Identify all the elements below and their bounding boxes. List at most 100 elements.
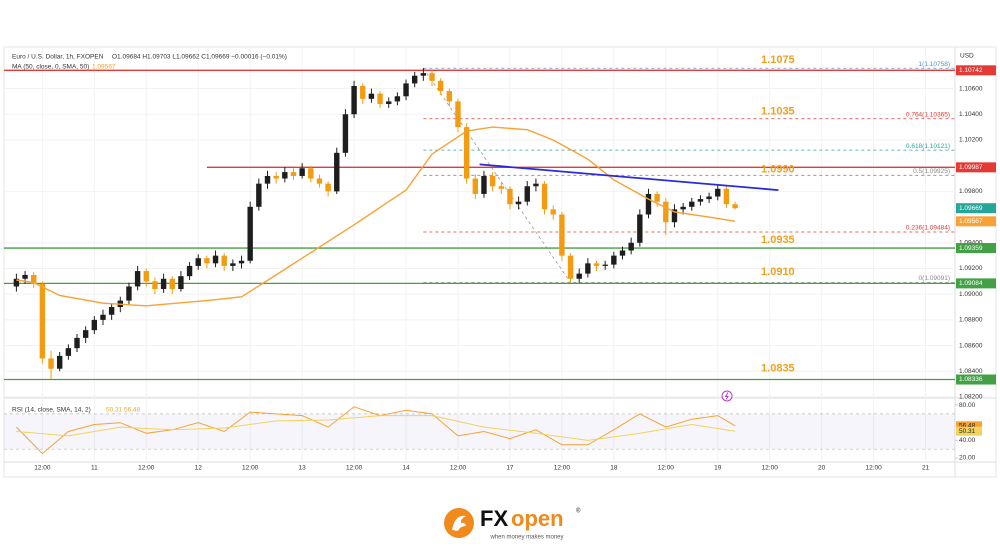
candle-body	[524, 186, 530, 202]
candle-body	[65, 348, 72, 356]
candle-body	[420, 73, 427, 76]
x-tick-label: 17	[506, 465, 514, 472]
candle-body	[689, 201, 695, 207]
x-tick-label: 12:00	[138, 465, 155, 472]
ma-legend: MA (50, close, 0, SMA, 50)	[12, 64, 89, 71]
candle-body	[429, 73, 435, 81]
x-tick-label: 12:00	[554, 465, 571, 472]
candle-body	[13, 278, 20, 287]
candle-body	[143, 271, 149, 282]
candle-body	[507, 188, 513, 205]
currency: USD	[960, 53, 974, 60]
rsi-legend: RSI (14, close, SMA, 14, 2)	[12, 407, 91, 414]
level-price-label: 1.10742	[959, 67, 983, 74]
x-tick-label: 12	[195, 465, 203, 472]
rsi-line	[16, 415, 736, 441]
x-tick-label: 11	[91, 465, 98, 472]
level-price-box	[956, 278, 996, 289]
y-tick-label: 1.08600	[959, 342, 983, 349]
candle-body	[463, 127, 470, 179]
brand-fx: FX	[480, 506, 508, 531]
candle-body	[403, 83, 409, 97]
candle-body	[186, 265, 193, 277]
rsi-sma-legend-value: 50.31	[106, 407, 123, 414]
axis: 1.10600 1.10400 1.10200 1.09800 1.09400 1.092…	[34, 65, 996, 472]
fib-diagonal	[423, 68, 571, 283]
candle-body	[290, 172, 297, 176]
candle-body	[437, 80, 444, 92]
x-tick-label: 20	[818, 465, 826, 472]
x-tick-label: 18	[610, 465, 618, 472]
candle-body	[39, 283, 46, 359]
candle-body	[697, 199, 704, 202]
candle-body	[100, 314, 106, 320]
y-tick-label: 1.09200	[959, 265, 983, 272]
level-annotation: 1.1035	[761, 106, 795, 118]
candle-body	[56, 355, 63, 369]
candle-body	[91, 319, 98, 331]
candle-body	[368, 93, 375, 99]
candle-body	[334, 152, 340, 192]
ohlc-legend: O1.09684 H1.09703 L1.09662 C1.09669 −0.0…	[112, 54, 287, 61]
x-tick-label: 12:00	[34, 465, 51, 472]
candle-body	[160, 278, 167, 290]
level-annotation: 1.0935	[761, 234, 795, 246]
rsi-value-box	[956, 426, 982, 436]
level-annotation: 1.0835	[761, 363, 795, 375]
x-tick-label: 21	[922, 465, 930, 472]
candle-body	[654, 193, 660, 202]
candle-body	[498, 186, 504, 189]
y-tick-label: 1.08200	[959, 394, 983, 401]
level-price-box	[956, 243, 996, 254]
rsi-legend-value: 56.48	[124, 407, 141, 414]
fib-label: 0.764(1.10365)	[906, 111, 950, 118]
fib-label: 0.5(1.09925)	[913, 168, 950, 175]
candle-body	[360, 85, 366, 99]
candle-body	[550, 209, 556, 215]
tagline: when money makes money	[489, 535, 563, 541]
candle-body	[377, 93, 383, 104]
x-tick-label: 13	[299, 465, 307, 472]
candle-body	[723, 188, 730, 205]
x-tick-label: 12:00	[450, 465, 467, 472]
candle-body	[351, 85, 357, 115]
candle-body	[342, 114, 349, 153]
candle-body	[308, 168, 314, 179]
candle-body	[533, 183, 539, 187]
rsi-value-label: 50.31	[959, 428, 976, 435]
logo: FX open ® when money makes money	[444, 506, 581, 541]
candle-body	[585, 263, 591, 274]
rsi-tick-label: 80.00	[959, 402, 976, 409]
symbol-title: Euro / U.S. Dollar, 1h, FXOPEN	[12, 54, 104, 61]
candle-body	[31, 274, 37, 284]
candle-body	[567, 255, 574, 279]
y-tick-label: 1.10400	[959, 111, 983, 118]
fib-label: 0.618(1.10121)	[906, 143, 950, 150]
candle-body	[455, 101, 461, 128]
candle-body	[671, 209, 678, 223]
candle-body	[325, 183, 331, 192]
candle-body	[178, 276, 184, 290]
level-price-box	[956, 374, 996, 385]
candle-body	[126, 286, 132, 301]
candle-body	[204, 258, 210, 264]
candle-body	[593, 263, 600, 266]
level-price-box	[956, 162, 996, 173]
candle-body	[576, 273, 582, 279]
trendline	[479, 163, 779, 191]
candle-body	[221, 255, 227, 266]
candle-body	[316, 178, 323, 184]
rsi-band	[4, 413, 955, 450]
candle-body	[706, 196, 712, 200]
candle-body	[489, 175, 496, 187]
candle-body	[264, 175, 271, 184]
rsi-value-box	[956, 421, 982, 431]
level-price-box	[956, 65, 996, 76]
y-tick-label: 1.09400	[959, 239, 983, 246]
candle-body	[394, 96, 401, 102]
x-tick-label: 12:00	[762, 465, 779, 472]
level-annotation: 1.1075	[761, 54, 795, 66]
plot: 1(1.10758) 0.764(1.10365) 0.618(1.10121) 0.…	[4, 54, 955, 455]
